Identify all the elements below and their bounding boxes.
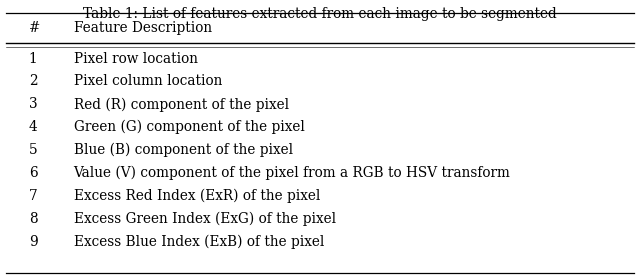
Text: 7: 7 (29, 189, 37, 203)
Text: 9: 9 (29, 235, 38, 249)
Text: #: # (29, 21, 40, 35)
Text: 3: 3 (29, 97, 37, 111)
Text: Excess Red Index (ExR) of the pixel: Excess Red Index (ExR) of the pixel (74, 189, 320, 203)
Text: Blue (B) component of the pixel: Blue (B) component of the pixel (74, 143, 292, 157)
Text: 8: 8 (29, 212, 37, 226)
Text: Green (G) component of the pixel: Green (G) component of the pixel (74, 120, 305, 134)
Text: Feature Description: Feature Description (74, 21, 212, 35)
Text: 1: 1 (29, 52, 37, 66)
Text: 4: 4 (29, 120, 38, 134)
Text: Red (R) component of the pixel: Red (R) component of the pixel (74, 97, 289, 112)
Text: 5: 5 (29, 143, 37, 157)
Text: 6: 6 (29, 166, 37, 180)
Text: Pixel column location: Pixel column location (74, 74, 222, 88)
Text: Excess Blue Index (ExB) of the pixel: Excess Blue Index (ExB) of the pixel (74, 234, 324, 249)
Text: 2: 2 (29, 74, 37, 88)
Text: Value (V) component of the pixel from a RGB to HSV transform: Value (V) component of the pixel from a … (74, 166, 511, 180)
Text: Pixel row location: Pixel row location (74, 52, 198, 66)
Text: Table 1: List of features extracted from each image to be segmented: Table 1: List of features extracted from… (83, 7, 557, 21)
Text: Excess Green Index (ExG) of the pixel: Excess Green Index (ExG) of the pixel (74, 211, 336, 226)
